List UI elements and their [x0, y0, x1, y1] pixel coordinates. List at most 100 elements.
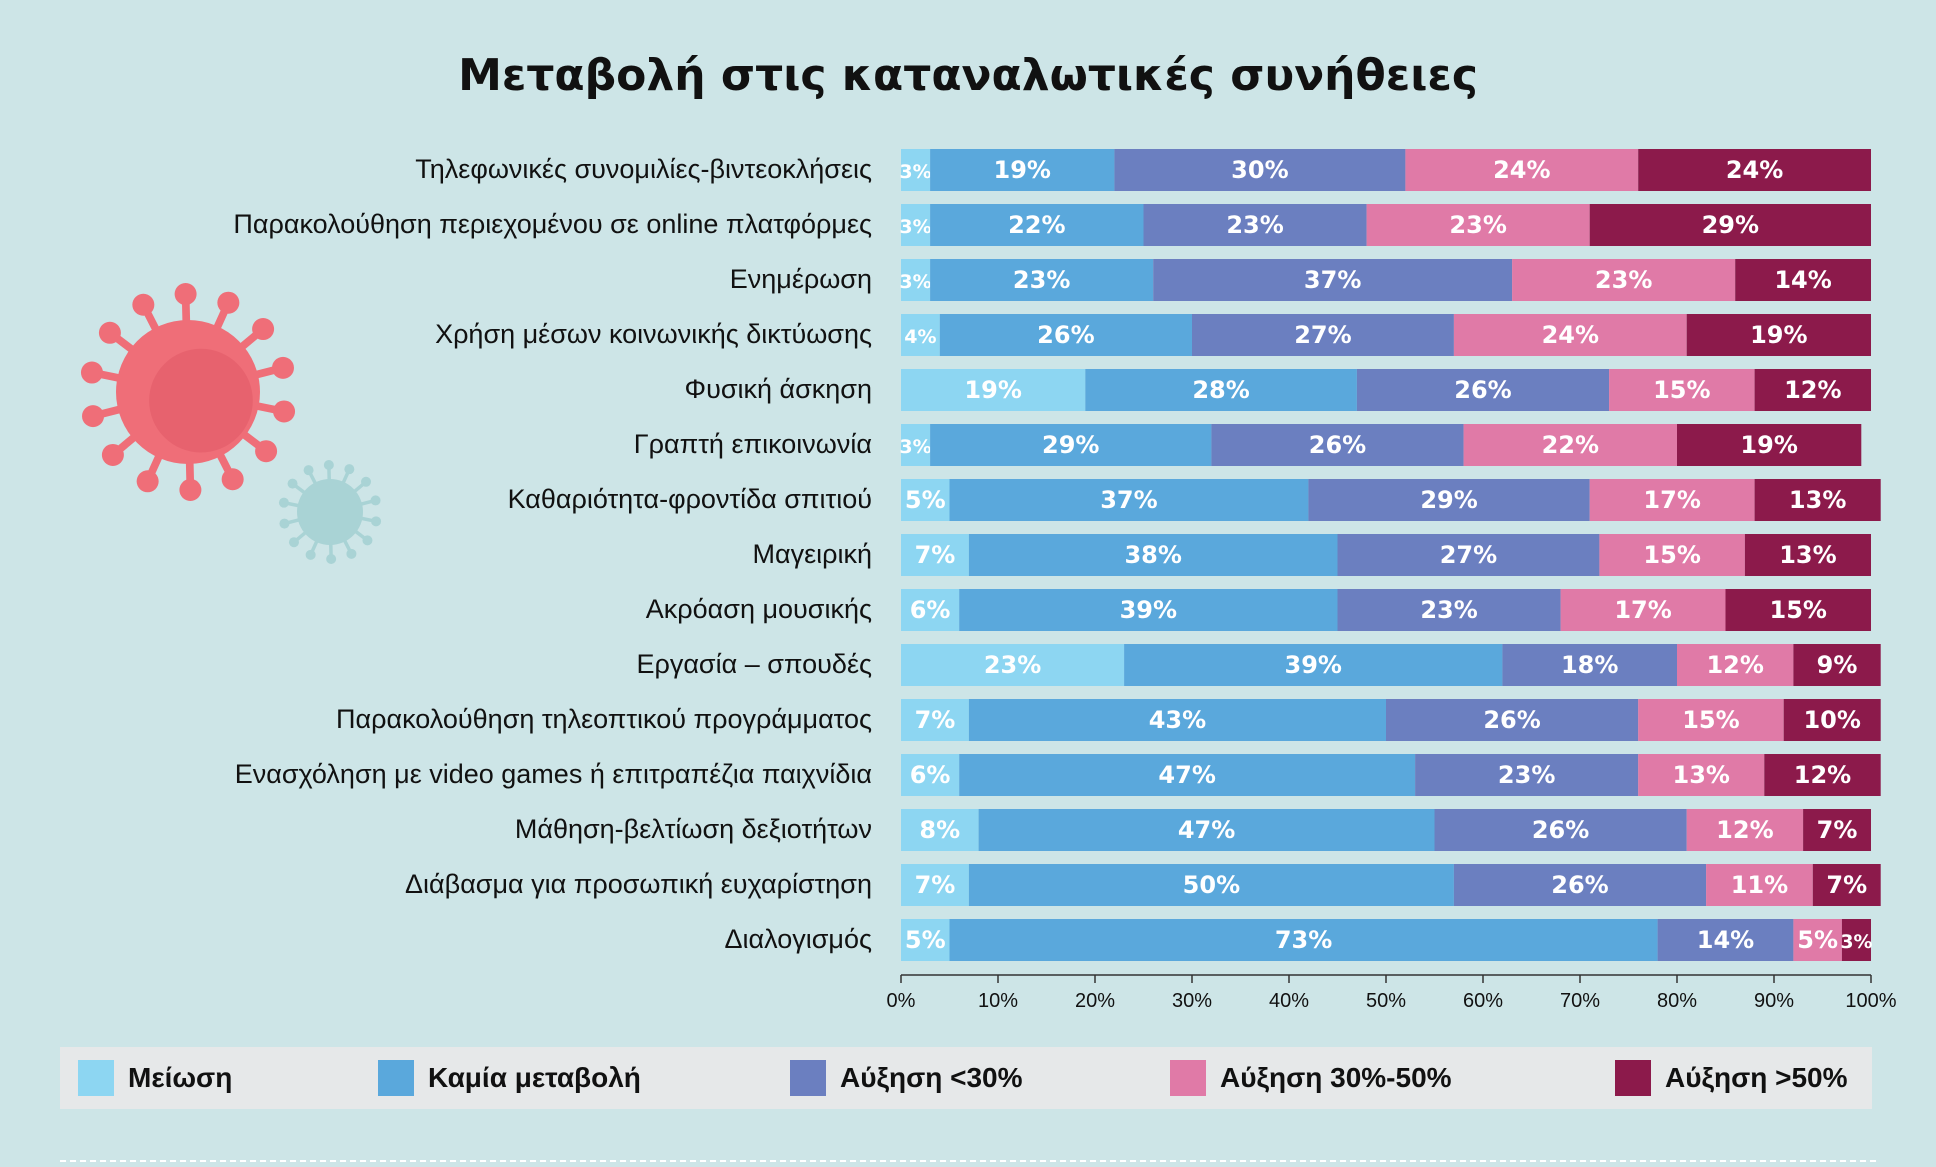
data-label: 13% — [1789, 486, 1846, 514]
dashed-divider — [60, 1160, 1876, 1162]
category-label: Διάβασμα για προσωπική ευχαρίστηση — [405, 869, 872, 899]
bar-segment — [1638, 754, 1765, 796]
data-label: 28% — [1192, 376, 1249, 404]
bar-segment — [1754, 369, 1871, 411]
data-label: 29% — [1042, 431, 1099, 459]
bar-segment — [901, 534, 969, 576]
data-label: 24% — [1542, 321, 1599, 349]
category-label: Παρακολούθηση περιεχομένου σε online πλα… — [233, 209, 872, 239]
bar-segment — [1686, 314, 1871, 356]
data-label: 7% — [915, 871, 956, 899]
bar-segment — [901, 314, 940, 356]
bar-segment — [1638, 699, 1784, 741]
bar-segment — [901, 589, 960, 631]
bar-segment — [1725, 589, 1871, 631]
data-label: 4% — [904, 326, 936, 348]
data-label: 26% — [1454, 376, 1511, 404]
bar-segment — [1638, 149, 1871, 191]
data-label: 50% — [1183, 871, 1240, 899]
legend-label: Αύξηση 30%-50% — [1220, 1062, 1452, 1093]
data-label: 24% — [1493, 156, 1550, 184]
data-label: 23% — [1595, 266, 1652, 294]
data-label: 17% — [1643, 486, 1700, 514]
x-axis: 0% 10% 20% 30% 40% 50% 60% 70% 80% 90% 100% — [887, 974, 1897, 1012]
data-label: 7% — [915, 706, 956, 734]
bar-segment — [901, 424, 931, 466]
data-label: 7% — [1817, 816, 1858, 844]
bar-segment — [1337, 534, 1600, 576]
bar-segment — [949, 919, 1658, 961]
category-label: Ενασχόληση με video games ή επιτραπέζια … — [235, 759, 872, 789]
bar-segment — [1192, 314, 1454, 356]
bar-segment — [1386, 699, 1639, 741]
bar-segment — [1153, 259, 1513, 301]
x-tick-label: 90% — [1754, 990, 1794, 1012]
data-label: 38% — [1124, 541, 1181, 569]
bar-segment — [901, 919, 950, 961]
x-tick-label: 40% — [1269, 990, 1309, 1012]
bar-segment — [901, 204, 931, 246]
data-label: 12% — [1716, 816, 1773, 844]
data-label: 15% — [1643, 541, 1700, 569]
x-tick-label: 20% — [1075, 990, 1115, 1012]
bar-segment — [901, 259, 931, 301]
data-label: 26% — [1483, 706, 1540, 734]
bar-segment — [1453, 314, 1687, 356]
bar-segment — [1706, 864, 1813, 906]
legend-item: Καμία μεταβολή — [378, 1060, 641, 1096]
x-tick-label: 80% — [1657, 990, 1697, 1012]
bar-segment — [1453, 864, 1707, 906]
category-label: Ακρόαση μουσικής — [646, 594, 872, 624]
x-tick-label: 100% — [1845, 990, 1896, 1012]
data-label: 19% — [1740, 431, 1797, 459]
bar-segment — [930, 149, 1115, 191]
data-label: 47% — [1178, 816, 1235, 844]
x-tick-label: 0% — [887, 990, 916, 1012]
legend-label: Μείωση — [128, 1062, 233, 1093]
category-label: Φυσική άσκηση — [685, 374, 872, 404]
x-tick-label: 60% — [1463, 990, 1503, 1012]
data-label: 27% — [1440, 541, 1497, 569]
bar-segment — [1114, 149, 1406, 191]
data-label: 13% — [1673, 761, 1730, 789]
data-label: 17% — [1614, 596, 1671, 624]
data-label: 15% — [1770, 596, 1827, 624]
bar-segment — [1735, 259, 1871, 301]
bar-segment — [901, 479, 950, 521]
bar-segment — [1366, 204, 1590, 246]
chart-title: Μεταβολή στις καταναλωτικές συνήθειες — [458, 50, 1478, 101]
category-label: Μαγειρική — [752, 539, 872, 569]
bar-segment — [1812, 864, 1881, 906]
data-label: 12% — [1784, 376, 1841, 404]
x-tick-label: 50% — [1366, 990, 1406, 1012]
bar-segment — [1744, 534, 1871, 576]
data-label: 9% — [1817, 651, 1858, 679]
data-label: 30% — [1231, 156, 1288, 184]
category-label: Διαλογισμός — [725, 924, 873, 954]
bars: 3% 19% 30% 24% 24% 3% 22% 23% 23% 29% 3% 23% 37% 23% 1… — [899, 149, 1881, 961]
bar-segment — [1308, 479, 1590, 521]
data-label: 12% — [1706, 651, 1763, 679]
bar-segment — [901, 754, 960, 796]
data-label: 29% — [1702, 211, 1759, 239]
data-label: 11% — [1731, 871, 1788, 899]
bar-segment — [930, 259, 1154, 301]
bar-segment — [1085, 369, 1357, 411]
data-label: 5% — [905, 926, 946, 954]
bar-segment — [968, 534, 1338, 576]
data-label: 23% — [1226, 211, 1283, 239]
bar-segment — [959, 754, 1416, 796]
bar-segment — [1677, 644, 1794, 686]
bar-segment — [1143, 204, 1367, 246]
bar-segment — [1686, 809, 1804, 851]
data-label: 8% — [919, 816, 960, 844]
category-label: Χρήση μέσων κοινωνικής δικτύωσης — [435, 319, 872, 349]
data-label: 24% — [1726, 156, 1783, 184]
category-label: Μάθηση-βελτίωση δεξιοτήτων — [515, 814, 872, 844]
data-label: 26% — [1532, 816, 1589, 844]
data-label: 3% — [899, 436, 931, 458]
data-label: 12% — [1794, 761, 1851, 789]
data-label: 23% — [1013, 266, 1070, 294]
bar-segment — [1415, 754, 1639, 796]
data-label: 18% — [1561, 651, 1618, 679]
